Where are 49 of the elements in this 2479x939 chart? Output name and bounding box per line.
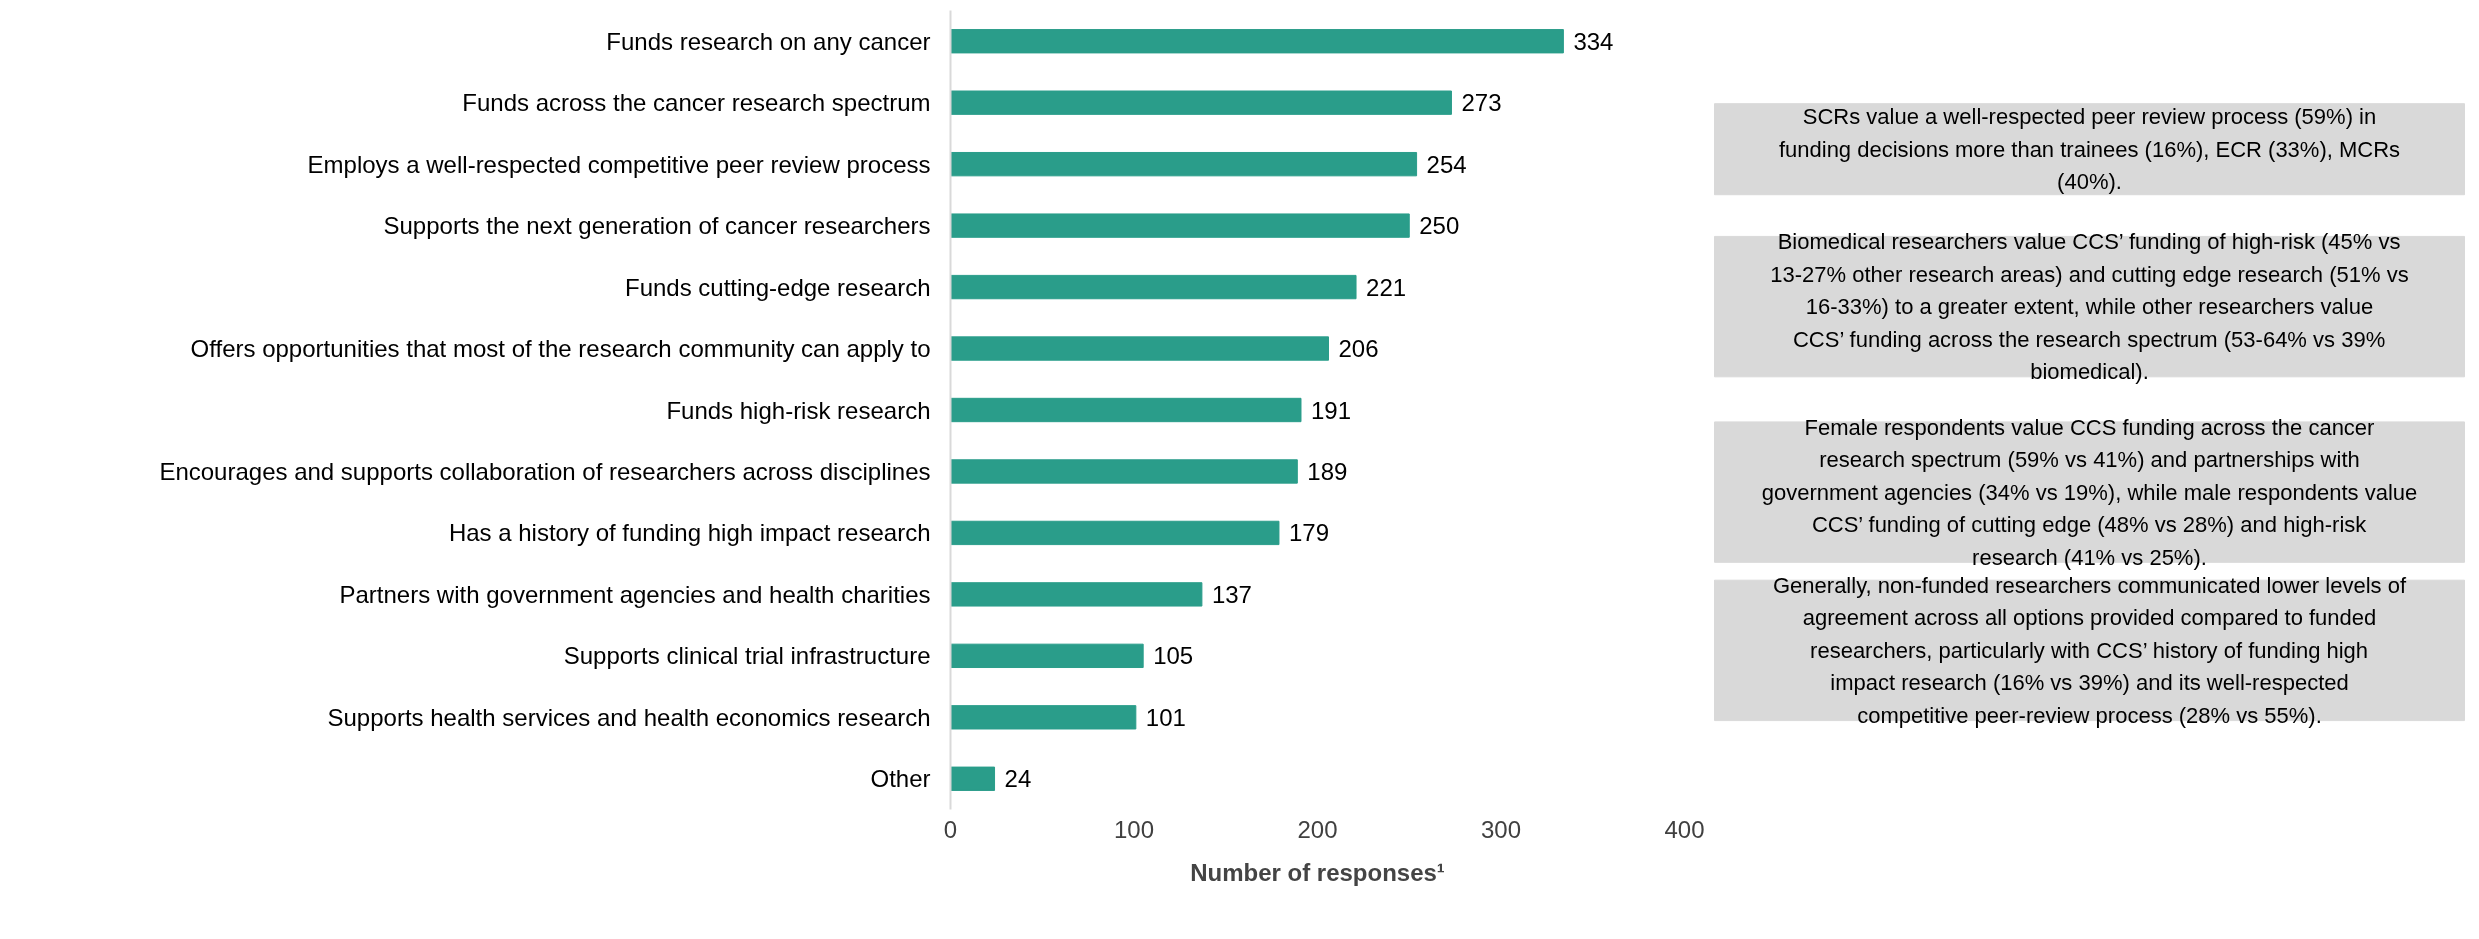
bar [950,90,1452,115]
bar [950,705,1137,730]
data-label: 24 [1004,765,1032,793]
bar [950,643,1144,669]
data-label: 137 [1211,580,1252,608]
text: Generally, non-funded researchers communicated lower levels of agreement across all options provided compared to funded researchers, particularly with CCS’ history of funding high impact research (16% vs 39%) and its well-respected competitive peer-review process (28% vs 55%). [1772,572,2407,728]
x-tick-label: 400 [1664,815,1705,843]
data-label: 221 [1366,273,1407,301]
y-tick-label: Supports clinical trial infrastructure [563,642,931,670]
bar [950,397,1302,423]
x-tick-label: 200 [1297,815,1338,843]
y-tick-label: Funds research on any cancer [606,27,931,55]
y-tick-label: Supports health services and health economics research [327,703,931,731]
data-label: 250 [1419,212,1460,240]
y-tick-label: Partners with government agencies and health charities [339,580,931,608]
bar [950,151,1418,177]
y-tick-label: Other [870,765,931,793]
data-label: 101 [1145,703,1186,731]
text: Female respondents value CCS funding across the cancer research spectrum (59% vs 41%) and partnerships with government agencies (34% vs 19%), while male respondents value CCS’ funding of cutting edge (48% vs 28%) and high-risk research (41% vs 25%). [1761,414,2418,570]
x-axis-title: Number of responses¹ [1190,858,1445,886]
data-label: 191 [1310,396,1352,424]
text: Biomedical researchers value CCS’ funding of high-risk (45% vs 13-27% other research areas) and cutting edge research (51% vs 16-33%) to a greater extent, while other researchers value CCS’ funding across the research spectrum (53-64% vs 39% biomedical). [1770,229,2409,385]
bar [950,336,1330,361]
bar [950,213,1410,238]
y-tick-label: Employs a well-respected competitive peer review process [307,150,931,178]
y-tick-label: Supports the next generation of cancer researchers [383,212,931,240]
y-tick-label: Has a history of funding high impact research [448,519,931,547]
text: SCRs value a well-respected peer review process (59%) in funding decisions more than trainees (16%), ECR (33%), MCRs (40%). [1778,104,2401,195]
x-tick-label: 300 [1480,815,1522,843]
x-tick-label: 100 [1113,815,1155,843]
bar [950,582,1203,607]
data-label: 189 [1307,457,1348,485]
data-label: 105 [1153,642,1194,670]
data-label: 254 [1426,150,1467,178]
y-tick-label: Offers opportunities that most of the research community can apply to [190,335,931,363]
y-tick-label: Funds cutting-edge research [624,273,931,301]
bar [950,29,1564,54]
bar [950,459,1298,484]
data-label: 273 [1461,89,1502,117]
y-tick-label: Funds high-risk research [666,396,931,424]
data-label: 179 [1288,519,1330,547]
data-label: 334 [1573,27,1614,55]
bar [950,520,1280,546]
x-tick-label: 0 [943,815,958,843]
bar [950,274,1357,300]
y-tick-label: Encourages and supports collaboration of researchers across disciplines [159,457,931,485]
data-label: 206 [1338,335,1379,363]
bar [950,766,996,791]
y-tick-label: Funds across the cancer research spectrum [462,89,931,117]
